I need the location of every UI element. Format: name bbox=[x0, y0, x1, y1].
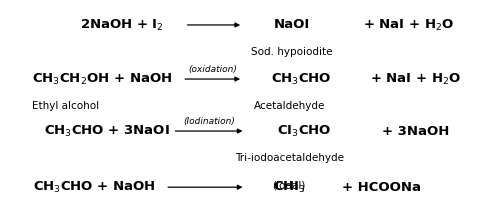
Text: NaOI: NaOI bbox=[274, 19, 310, 31]
Text: Tri-iodoacetaldehyde: Tri-iodoacetaldehyde bbox=[235, 153, 344, 163]
Text: + NaI + H$_2$O: + NaI + H$_2$O bbox=[363, 17, 454, 32]
Text: + HCOONa: + HCOONa bbox=[342, 181, 421, 194]
Text: + NaI + H$_2$O: + NaI + H$_2$O bbox=[370, 72, 461, 87]
Text: + 3NaOH: + 3NaOH bbox=[382, 125, 449, 137]
Text: Acetaldehyde: Acetaldehyde bbox=[254, 101, 325, 111]
Text: CH$_3$CH$_2$OH + NaOH: CH$_3$CH$_2$OH + NaOH bbox=[32, 72, 172, 87]
Text: (Iodal): (Iodal) bbox=[273, 180, 306, 190]
Text: (Iodination): (Iodination) bbox=[183, 117, 235, 126]
Text: CH$_3$CHO + NaOH: CH$_3$CHO + NaOH bbox=[34, 180, 156, 195]
Text: CH$_3$CHO: CH$_3$CHO bbox=[271, 72, 331, 87]
Text: (oxidation): (oxidation) bbox=[188, 65, 237, 74]
Text: CI$_3$CHO: CI$_3$CHO bbox=[277, 124, 331, 139]
Text: CH$_3$CHO + 3NaOI: CH$_3$CHO + 3NaOI bbox=[44, 124, 170, 139]
Text: Ethyl alcohol: Ethyl alcohol bbox=[32, 101, 99, 111]
Text: Sod. hypoiodite: Sod. hypoiodite bbox=[251, 47, 332, 57]
Text: CHI$_3$: CHI$_3$ bbox=[273, 180, 306, 195]
Text: 2NaOH + I$_2$: 2NaOH + I$_2$ bbox=[80, 17, 163, 32]
